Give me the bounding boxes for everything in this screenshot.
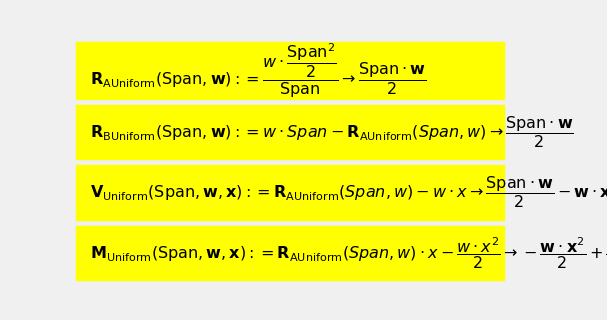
Text: $\mathbf{V}_{\mathrm{Uniform}}\left(\mathrm{Span},\mathbf{w},\mathbf{x}\right):=: $\mathbf{V}_{\mathrm{Uniform}}\left(\mat… <box>90 174 607 210</box>
FancyBboxPatch shape <box>76 105 504 159</box>
FancyBboxPatch shape <box>76 226 504 280</box>
FancyBboxPatch shape <box>76 42 504 99</box>
FancyBboxPatch shape <box>76 165 504 220</box>
Text: $\mathbf{R}_{\mathrm{AUniform}}\left(\mathrm{Span},\mathbf{w}\right):=\dfrac{w\c: $\mathbf{R}_{\mathrm{AUniform}}\left(\ma… <box>90 41 427 100</box>
Text: $\mathbf{R}_{\mathrm{BUniform}}\left(\mathrm{Span},\mathbf{w}\right):=w\cdot\mat: $\mathbf{R}_{\mathrm{BUniform}}\left(\ma… <box>90 114 574 150</box>
Text: $\mathbf{M}_{\mathrm{Uniform}}\left(\mathrm{Span},\mathbf{w},\mathbf{x}\right):=: $\mathbf{M}_{\mathrm{Uniform}}\left(\mat… <box>90 235 607 271</box>
